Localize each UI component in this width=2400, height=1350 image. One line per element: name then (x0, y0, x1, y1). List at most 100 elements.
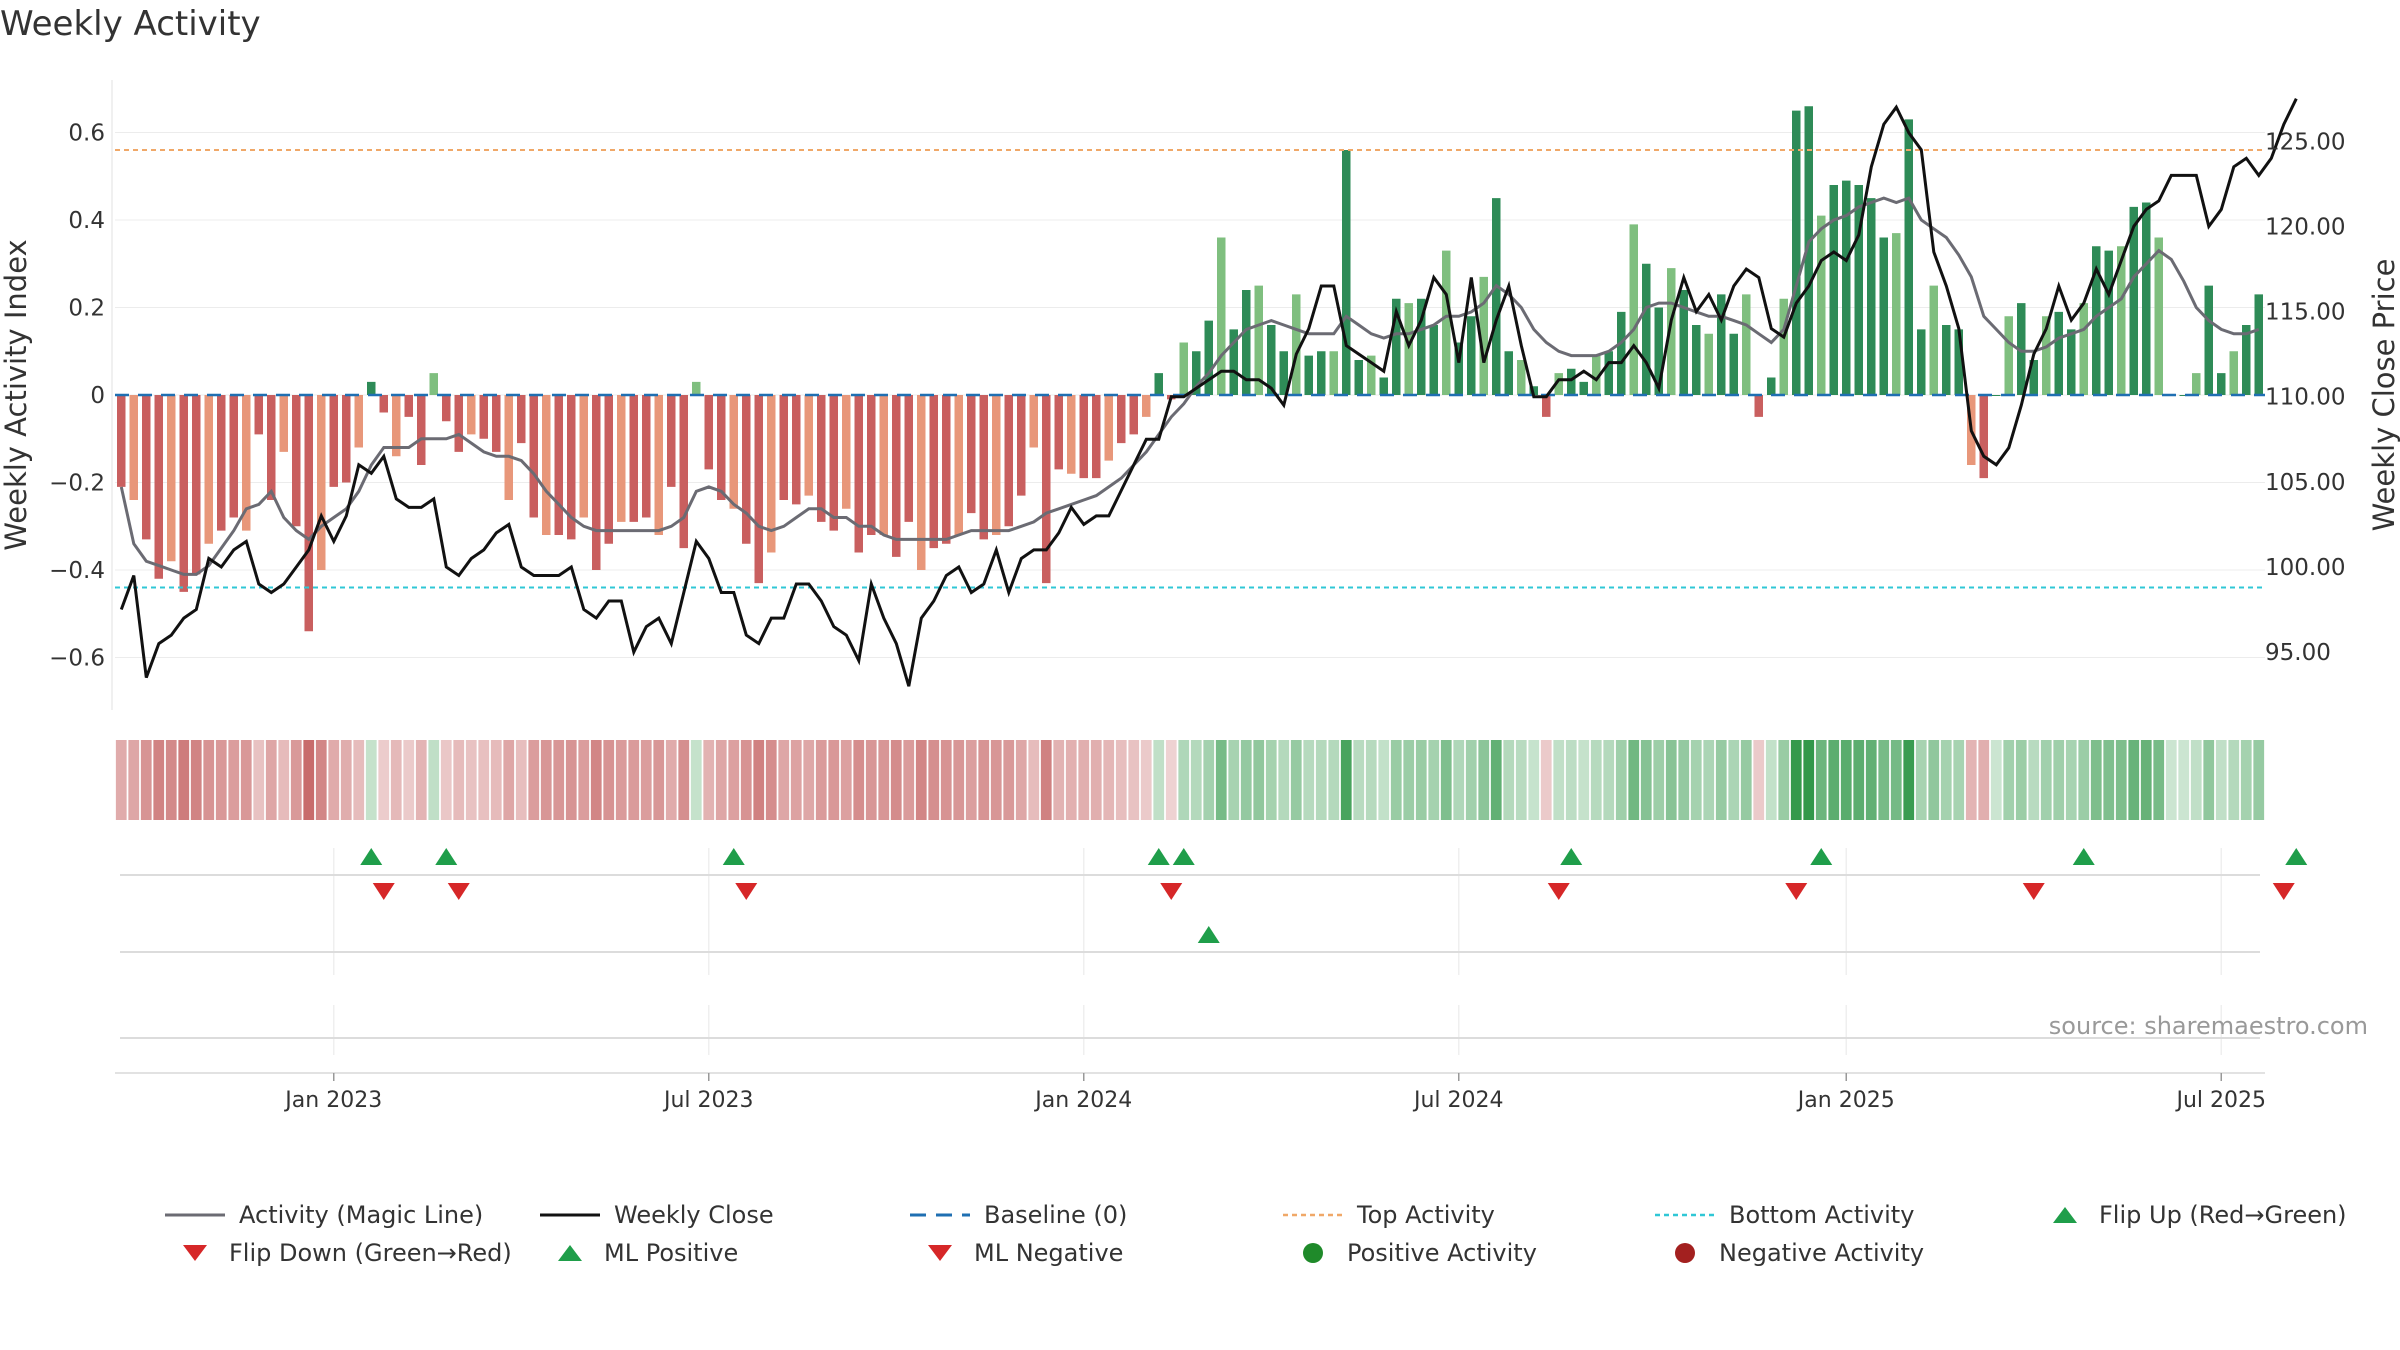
activity-bar (954, 395, 963, 535)
heat-cell (1628, 740, 1640, 820)
activity-bar (992, 395, 1001, 535)
activity-bar (2192, 373, 2201, 395)
activity-bar (1429, 325, 1438, 395)
heat-cell (1065, 740, 1077, 820)
activity-bar (1179, 342, 1188, 395)
heat-cell (1915, 740, 1927, 820)
activity-bar (1054, 395, 1063, 470)
heat-cell (1853, 740, 1865, 820)
activity-bar (767, 395, 776, 553)
magic-line (119, 196, 2260, 576)
heat-cell (1803, 740, 1815, 820)
activity-bar (1392, 298, 1401, 395)
heat-cell (528, 740, 540, 820)
legend-label: Negative Activity (1719, 1239, 1925, 1267)
heat-cell (290, 740, 302, 820)
heat-cell (1353, 740, 1365, 820)
activity-bar (1492, 198, 1501, 395)
activity-bar (1279, 351, 1288, 395)
heat-cell (628, 740, 640, 820)
activity-bar (1067, 395, 1076, 474)
legend-label: Bottom Activity (1729, 1201, 1915, 1229)
activity-bar (1804, 106, 1813, 395)
activity-bar (2004, 316, 2013, 395)
activity-bar (2129, 206, 2138, 395)
y2-axis-title: Weekly Close Price (2367, 259, 2400, 532)
heat-cell (1953, 740, 1965, 820)
legend-label: Top Activity (1357, 1201, 1495, 1229)
heat-cell (1978, 740, 1990, 820)
activity-bar (1092, 395, 1101, 479)
ml-negative-triangle-icon (928, 1245, 952, 1261)
activity-bar (2104, 250, 2113, 395)
activity-bar (1467, 316, 1476, 395)
legend-label: ML Negative (974, 1239, 1124, 1267)
x-tick-label: Jan 2023 (283, 1088, 382, 1113)
x-tick-label: Jan 2024 (1033, 1088, 1132, 1113)
heat-cell (578, 740, 590, 820)
flip-up-marker (435, 848, 458, 865)
heat-cell (2153, 740, 2165, 820)
y-tick-label: −0.4 (49, 558, 105, 584)
heat-cell (640, 740, 652, 820)
heat-cell (778, 740, 790, 820)
legend-magic-line: Activity (Magic Line) (165, 1201, 483, 1229)
activity-bar (2017, 303, 2026, 395)
activity-chart: 0.6 0.4 0.2 0 −0.2 −0.4 −0.6 125.00 120.00 115.00… (0, 80, 2400, 1113)
activity-bar (804, 395, 813, 496)
y-tick-label: 0.6 (68, 121, 105, 147)
activity-bar (242, 395, 251, 531)
activity-bar (779, 395, 788, 500)
activity-bar (1504, 351, 1513, 395)
heat-cell (1765, 740, 1777, 820)
heat-cell (1678, 740, 1690, 820)
heat-cell (765, 740, 777, 820)
activity-bar (642, 395, 651, 518)
activity-bar (1992, 395, 2001, 396)
heat-cell (2165, 740, 2177, 820)
y-tick-label: 0.4 (68, 208, 105, 234)
negative-dot-icon (1675, 1243, 1695, 1263)
flip-down-marker (2022, 883, 2045, 900)
legend-positive-activity: Positive Activity (1293, 1239, 1537, 1267)
y-tick-label: 0 (90, 383, 105, 409)
y2-tick-label: 115.00 (2265, 300, 2345, 326)
activity-bar (542, 395, 551, 535)
activity-bar (717, 395, 726, 500)
heat-cell (1528, 740, 1540, 820)
heat-cell (203, 740, 215, 820)
heat-cell (678, 740, 690, 820)
activity-bar (679, 395, 688, 549)
activity-bar (2242, 325, 2251, 395)
activity-bar (1417, 298, 1426, 395)
flip-up-marker (1172, 848, 1195, 865)
heat-cell (415, 740, 427, 820)
activity-bar (1454, 342, 1463, 395)
heat-cell (478, 740, 490, 820)
flip-down-marker (447, 883, 470, 900)
activity-bar (1954, 329, 1963, 395)
activity-bar (2179, 395, 2188, 396)
heat-cell (1003, 740, 1015, 820)
heat-cell (1040, 740, 1052, 820)
heat-cell (1403, 740, 1415, 820)
legend-bottom-activity: Bottom Activity (1655, 1201, 1914, 1229)
y2-tick-label: 95.00 (2265, 640, 2331, 666)
legend-label: Activity (Magic Line) (239, 1201, 484, 1229)
flip-up-marker (1560, 848, 1583, 865)
heat-cell (2040, 740, 2052, 820)
heat-cell (490, 740, 502, 820)
heat-cell (965, 740, 977, 820)
activity-bar (1542, 395, 1551, 417)
flip-down-triangle-icon (183, 1245, 207, 1261)
heat-cell (2065, 740, 2077, 820)
activity-bar (1004, 395, 1013, 527)
flip-up-marker (2285, 848, 2308, 865)
flip-up-marker (1147, 848, 1170, 865)
heat-cell (1478, 740, 1490, 820)
heat-cell (1565, 740, 1577, 820)
heat-cell (565, 740, 577, 820)
ml-positive-triangle-icon (558, 1245, 582, 1261)
y-tick-label: −0.6 (49, 646, 105, 672)
grid-lines (115, 132, 2265, 1055)
